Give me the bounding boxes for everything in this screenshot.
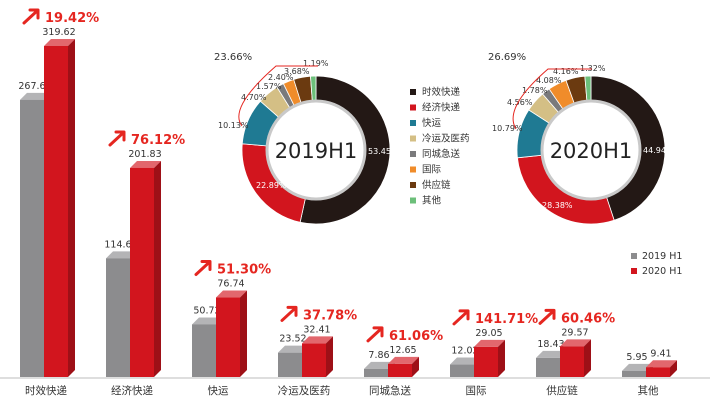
bar-2020-h1 <box>474 339 505 377</box>
bar-legend-swatch <box>631 253 637 259</box>
legend-swatch <box>410 120 416 126</box>
bar-2019-h1-value-label: 18.43 <box>537 339 564 350</box>
legend-swatch <box>410 182 416 188</box>
bar-2020-h1 <box>130 160 161 377</box>
slice-percent-label: 3.68% <box>284 67 310 76</box>
slice-percent-label: 1.19% <box>303 59 329 68</box>
legend-swatch <box>410 197 416 204</box>
legend-item-label: 其他 <box>422 195 442 207</box>
growth-arrow-icon <box>280 305 298 322</box>
bar-2019-h1-value-label: 114.60 <box>104 239 137 250</box>
bar-2019-h1-value-label: 7.86 <box>368 350 389 361</box>
bar-2020-h1-value-label: 9.41 <box>650 348 671 359</box>
slice-percent-label: 10.13% <box>218 121 249 130</box>
growth-label: 61.06% <box>389 329 443 344</box>
growth-arrow-icon <box>22 8 40 25</box>
others-total-label: 26.69% <box>488 52 526 63</box>
legend-swatch <box>410 104 416 111</box>
slice-percent-label: 28.38% <box>542 201 573 210</box>
others-total-label: 23.66% <box>214 52 252 63</box>
donut-center-label: 2020H1 <box>550 139 633 163</box>
bar-legend-label: 2020 H1 <box>642 266 682 277</box>
bar-2019-h1-value-label: 23.52 <box>279 334 306 345</box>
bar-2020-h1-value-label: 29.57 <box>561 327 588 338</box>
growth-arrow-icon <box>452 309 470 326</box>
bar-2020-h1-value-label: 12.65 <box>389 345 416 356</box>
legend-item-label: 供应链 <box>422 179 451 191</box>
slice-percent-label: 4.56% <box>507 98 533 107</box>
bar-2020-h1 <box>560 339 591 377</box>
legend-swatch <box>410 151 416 157</box>
slice-percent-label: 53.45% <box>368 147 399 156</box>
legend-item-label: 同城急送 <box>422 148 461 160</box>
slice-percent-label: 2.40% <box>268 73 294 82</box>
bar-legend-swatch <box>631 268 637 274</box>
bar-2020-h1-value-label: 29.05 <box>475 328 502 339</box>
bar-2020-h1-value-label: 76.74 <box>217 279 244 290</box>
growth-arrow-icon <box>366 326 384 343</box>
growth-arrow-icon <box>194 260 212 277</box>
donut-charts: 2019H1 53.45% 22.89% 10.13% 4.70% 1.57%2.40%3… <box>214 52 674 225</box>
growth-label: 141.71% <box>475 312 538 327</box>
legend-item-label: 快运 <box>422 117 442 129</box>
category-label: 快运 <box>208 385 229 397</box>
slice-percent-label: 44.94% <box>643 146 674 155</box>
slice-percent-label: 22.89% <box>256 181 287 190</box>
slice-percent-label: 4.08% <box>536 76 562 85</box>
slice-percent-label: 10.79% <box>492 124 523 133</box>
bar-2019-h1-value-label: 5.95 <box>626 352 647 363</box>
category-label: 其他 <box>638 384 659 397</box>
bar-2020-h1 <box>646 360 677 377</box>
growth-label: 76.12% <box>131 133 185 148</box>
bar-legend-label: 2019 H1 <box>642 251 682 262</box>
legend-swatch <box>410 89 416 95</box>
category-label: 同城急送 <box>369 384 411 397</box>
legend-item-label: 国际 <box>422 165 442 176</box>
category-label: 冷运及医药 <box>278 384 331 397</box>
bar-2020-h1 <box>302 336 333 377</box>
slice-percent-label: 1.32% <box>580 64 606 73</box>
category-label: 国际 <box>466 385 487 397</box>
donut-center-label: 2019H1 <box>275 139 358 163</box>
category-label: 时效快递 <box>25 384 67 397</box>
bar-2020-h1 <box>216 290 247 377</box>
donut-2020h1: 2020H1 44.94% 28.38% 10.79% 4.56% 1.78%4.08%4… <box>488 52 674 225</box>
legend-item-label: 经济快递 <box>422 102 461 114</box>
category-label: 供应链 <box>546 384 578 397</box>
bar-2019-h1-value-label: 50.72 <box>193 305 220 316</box>
bar-2019-h1-value-label: 12.02 <box>451 346 478 357</box>
bar-2020-h1 <box>388 356 419 377</box>
bar-2020-h1-value-label: 201.83 <box>128 149 161 160</box>
legend-swatch <box>410 135 416 142</box>
legend-swatch <box>410 166 416 173</box>
bar-2019-h1-value-label: 267.65 <box>18 81 51 92</box>
growth-label: 51.30% <box>217 263 271 278</box>
donut-slice <box>516 154 615 225</box>
slice-percent-label: 4.16% <box>553 67 579 76</box>
slice-percent-label: 1.78% <box>522 86 548 95</box>
bar-2020-h1-value-label: 32.41 <box>303 324 330 335</box>
legend-item-label: 冷运及医药 <box>422 133 470 145</box>
growth-label: 19.42% <box>45 11 99 26</box>
growth-label: 37.78% <box>303 308 357 323</box>
bar-2020-h1 <box>44 39 75 377</box>
growth-arrow-icon <box>108 130 126 147</box>
bar-chart: 267.65 319.62 时效快递 19.42% 114.60 201.83 经济快递 76… <box>0 8 710 397</box>
donut-2019h1: 2019H1 53.45% 22.89% 10.13% 4.70% 1.57%2.40%3… <box>214 52 399 225</box>
growth-label: 60.46% <box>561 311 615 326</box>
bar-2020-h1-value-label: 319.62 <box>42 27 75 38</box>
category-label: 经济快递 <box>111 384 153 397</box>
slice-percent-label: 4.70% <box>241 93 267 102</box>
slice-percent-label: 1.57% <box>256 82 282 91</box>
legend-item-label: 时效快递 <box>422 86 461 98</box>
growth-arrow-icon <box>538 308 556 325</box>
